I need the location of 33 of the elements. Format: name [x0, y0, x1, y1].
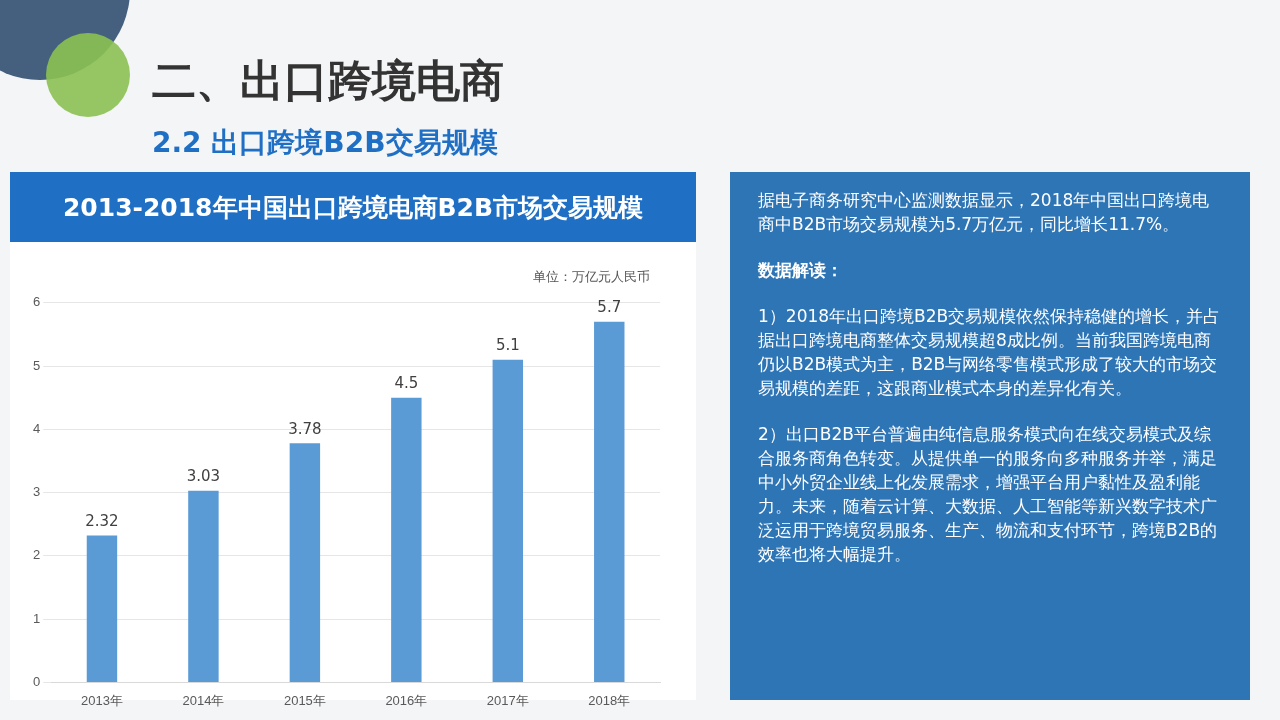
text: 1）2018年出口跨境B2B交易规模依然保持稳健的增长，并占据出口跨境电商整体交易规模超8成比例。当前我国跨境电商仍以B2B模式为主，B2B与网络零售模式形成了较大的市场交易规模的差距，这跟商业模式本身的差异化有关。	[758, 305, 1222, 400]
x-tick-label: 2015年	[283, 692, 326, 708]
bar	[391, 397, 422, 682]
bar	[594, 321, 625, 682]
data-label: 4.5	[394, 374, 419, 393]
chart-title: 2013-2018年中国出口跨境电商B2B市场交易规模	[10, 172, 696, 242]
y-tick-label: 4	[33, 420, 41, 436]
bar	[86, 535, 118, 682]
x-tick-label: 2016年	[385, 692, 428, 708]
data-label: 2.32	[85, 512, 119, 531]
bar	[289, 443, 321, 682]
x-tick-label: 2013年	[81, 692, 123, 708]
data-label: 5.1	[495, 336, 520, 355]
y-tick-label: 1	[33, 610, 41, 626]
x-tick-label: 2018年	[588, 692, 631, 708]
x-tick-label: 2017年	[486, 692, 529, 708]
text: 2.2 出口跨境B2B交易规模	[152, 125, 498, 161]
data-label: 3.03	[186, 467, 221, 486]
data-label: 3.78	[288, 419, 322, 438]
y-tick-label: 6	[33, 294, 41, 310]
y-tick-label: 0	[33, 673, 41, 689]
x-tick-label: 2014年	[182, 692, 225, 708]
y-tick-label: 3	[33, 484, 41, 500]
text: 2）出口B2B平台普遍由纯信息服务模式向在线交易模式及综合服务商角色转变。从提供单一的服务向多种服务并举，满足中小外贸企业线上化发展需求，增强平台用户黏性及盈利能力。未来，随着云计算、大数据、人工智能等新兴数字技术广泛运用于跨境贸易服务、生产、物流和支付环节，跨境B2B的效率也将大幅提升。	[758, 423, 1219, 566]
y-tick-label: 5	[33, 357, 41, 373]
y-tick-label: 2	[33, 547, 41, 563]
bar	[492, 359, 524, 682]
text: 数据解读：	[758, 259, 844, 282]
text: 二、出口跨境电商	[152, 54, 504, 108]
y-axis-title: 单位：万亿元人民币	[533, 268, 650, 286]
bar	[188, 490, 219, 682]
text: 据电子商务研究中心监测数据显示，2018年中国出口跨境电商中B2B市场交易规模为5.7万亿元，同比增长11.7%。	[758, 189, 1211, 236]
data-label: 5.7	[597, 298, 622, 317]
